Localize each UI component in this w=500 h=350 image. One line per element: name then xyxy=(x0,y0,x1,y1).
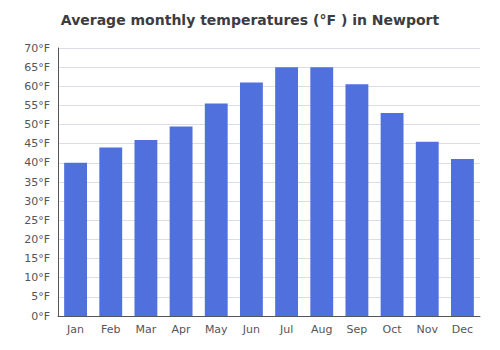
svg-text:Dec: Dec xyxy=(452,323,473,336)
svg-text:40°F: 40°F xyxy=(24,156,50,169)
svg-text:Jul: Jul xyxy=(279,323,293,336)
svg-text:Jun: Jun xyxy=(242,323,260,336)
svg-text:Jan: Jan xyxy=(66,323,84,336)
svg-text:70°F: 70°F xyxy=(24,42,50,55)
svg-text:Feb: Feb xyxy=(101,323,120,336)
svg-text:30°F: 30°F xyxy=(24,195,50,208)
svg-text:45°F: 45°F xyxy=(24,137,50,150)
svg-text:65°F: 65°F xyxy=(24,61,50,74)
svg-text:50°F: 50°F xyxy=(24,118,50,131)
svg-text:20°F: 20°F xyxy=(24,233,50,246)
svg-text:60°F: 60°F xyxy=(24,80,50,93)
svg-text:25°F: 25°F xyxy=(24,214,50,227)
svg-text:Oct: Oct xyxy=(383,323,403,336)
svg-text:Nov: Nov xyxy=(417,323,439,336)
svg-text:5°F: 5°F xyxy=(31,290,50,303)
svg-text:Apr: Apr xyxy=(172,323,192,336)
svg-text:Aug: Aug xyxy=(311,323,332,336)
svg-text:0°F: 0°F xyxy=(31,310,50,323)
svg-text:Sep: Sep xyxy=(347,323,368,336)
svg-text:10°F: 10°F xyxy=(24,271,50,284)
svg-text:May: May xyxy=(205,323,228,336)
svg-text:Average monthly temperatures (: Average monthly temperatures (°F ) in Ne… xyxy=(61,12,440,28)
svg-text:35°F: 35°F xyxy=(24,176,50,189)
svg-text:55°F: 55°F xyxy=(24,99,50,112)
svg-text:15°F: 15°F xyxy=(24,252,50,265)
svg-text:Mar: Mar xyxy=(136,323,157,336)
